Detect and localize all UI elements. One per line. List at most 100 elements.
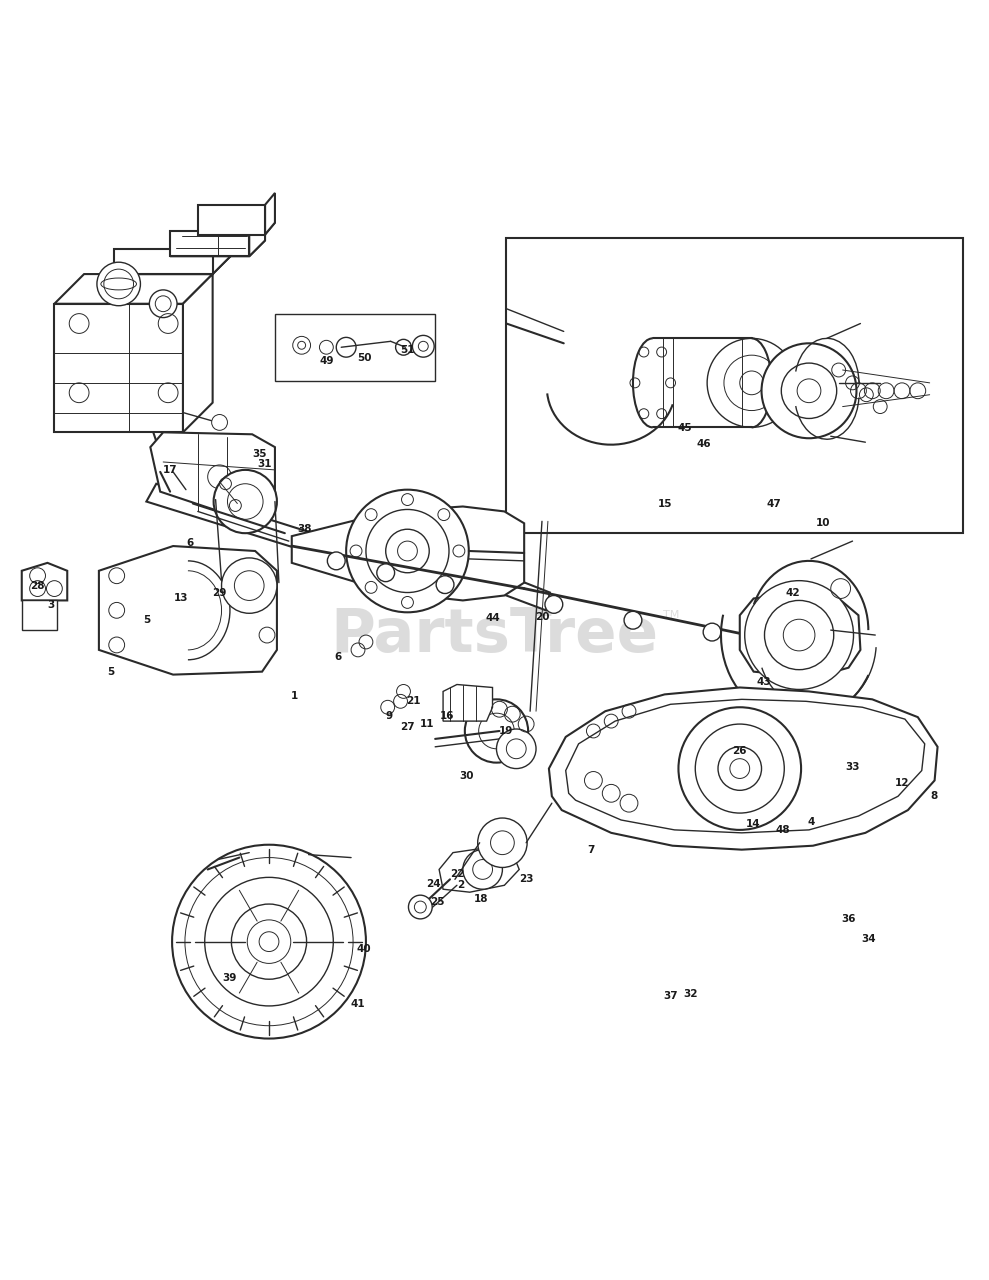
Circle shape [745,581,854,690]
Text: 37: 37 [664,991,677,1001]
Bar [506,238,963,534]
Text: 44: 44 [486,613,499,623]
Text: 45: 45 [677,424,691,434]
Polygon shape [150,433,275,524]
Polygon shape [114,250,213,274]
Text: 31: 31 [258,460,272,468]
Polygon shape [146,484,550,611]
Text: 1: 1 [291,691,299,701]
Text: 20: 20 [535,612,549,622]
Circle shape [545,595,563,613]
Polygon shape [439,847,519,892]
Circle shape [762,343,856,438]
Text: 33: 33 [846,762,859,772]
Text: 48: 48 [776,824,790,835]
Text: 5: 5 [142,616,150,625]
Text: 25: 25 [430,897,444,908]
Circle shape [377,564,395,581]
Text: 51: 51 [401,346,414,356]
Circle shape [465,699,528,763]
Polygon shape [183,274,213,433]
Text: 26: 26 [733,746,747,755]
Text: 23: 23 [519,874,533,884]
Text: 7: 7 [587,845,595,855]
Circle shape [214,470,277,534]
Polygon shape [292,507,524,600]
Text: 35: 35 [252,449,266,460]
Circle shape [97,262,140,306]
Circle shape [496,730,536,768]
Text: 6: 6 [186,538,194,548]
Polygon shape [114,250,237,274]
Text: TM: TM [663,611,679,621]
Text: 10: 10 [816,518,830,529]
Text: 24: 24 [426,879,440,890]
Polygon shape [54,303,183,433]
Polygon shape [213,224,237,274]
Text: 46: 46 [697,439,711,449]
Polygon shape [443,685,493,721]
Text: 42: 42 [786,588,800,598]
Polygon shape [198,205,265,234]
Text: 30: 30 [460,772,474,782]
Text: 38: 38 [298,525,312,534]
Polygon shape [249,215,265,256]
Polygon shape [198,223,275,234]
Circle shape [149,289,177,317]
Circle shape [327,552,345,570]
Circle shape [104,269,134,298]
Polygon shape [566,699,925,833]
Text: 21: 21 [406,696,420,707]
Circle shape [172,845,366,1038]
Polygon shape [54,274,213,303]
Polygon shape [170,241,265,256]
Circle shape [231,904,307,979]
Circle shape [222,558,277,613]
Polygon shape [740,593,860,677]
Polygon shape [22,600,57,630]
Text: 9: 9 [385,712,393,721]
Text: 40: 40 [357,943,371,954]
Text: 18: 18 [474,895,488,904]
Circle shape [436,576,454,594]
Text: 47: 47 [766,498,780,508]
Text: 6: 6 [334,652,342,662]
Text: 41: 41 [351,998,365,1009]
Polygon shape [99,547,277,675]
Text: 32: 32 [683,989,697,1000]
Text: 22: 22 [450,869,464,879]
Text: 2: 2 [457,881,465,891]
Text: 4: 4 [807,817,815,827]
Text: 43: 43 [757,677,770,686]
Text: 13: 13 [174,594,188,603]
Text: 28: 28 [31,581,45,590]
Circle shape [703,623,721,641]
Text: 3: 3 [47,600,55,611]
Circle shape [478,818,527,868]
Text: 17: 17 [163,465,177,475]
Polygon shape [170,230,249,256]
Text: 14: 14 [747,819,761,829]
Text: 34: 34 [861,933,875,943]
Text: 49: 49 [319,356,333,366]
Text: 15: 15 [658,498,672,508]
Polygon shape [265,193,275,234]
Text: 39: 39 [223,973,236,983]
Text: 16: 16 [440,712,454,721]
Circle shape [718,746,762,790]
Text: 29: 29 [213,588,226,598]
Polygon shape [549,687,938,850]
Text: 5: 5 [107,667,115,677]
Circle shape [678,708,801,829]
Text: 12: 12 [895,778,909,788]
Circle shape [463,850,502,890]
Text: PartsTree: PartsTree [330,605,659,664]
Text: 27: 27 [401,722,414,732]
Circle shape [624,612,642,630]
Circle shape [212,415,227,430]
Text: 36: 36 [842,914,855,924]
Circle shape [346,490,469,612]
Text: 11: 11 [420,719,434,730]
Bar [275,314,435,381]
Circle shape [408,895,432,919]
